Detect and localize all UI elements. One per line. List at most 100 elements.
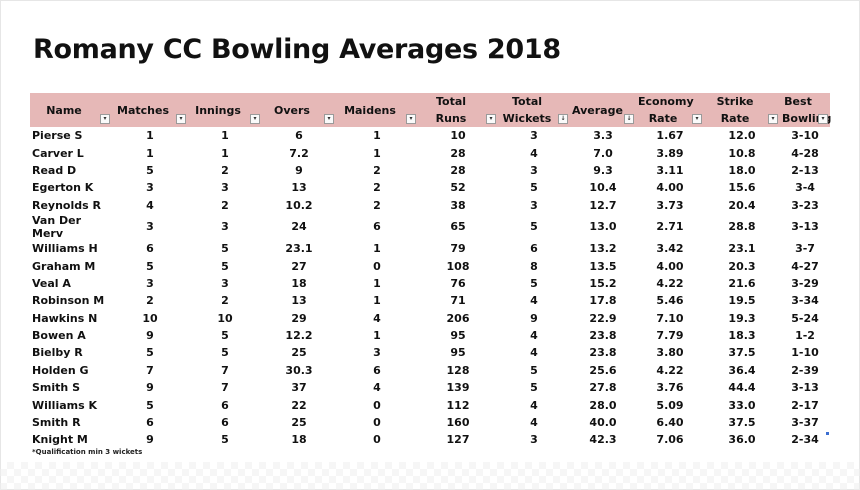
filter-dropdown-icon[interactable]: ↓ <box>558 114 568 124</box>
table-cell: 22 <box>291 398 307 412</box>
table-cell: 3.80 <box>656 346 684 360</box>
page-title: Romany CC Bowling Averages 2018 <box>33 34 561 65</box>
table-cell: 95 <box>450 329 466 343</box>
table-cell: 1 <box>146 129 154 143</box>
table-cell: Bielby R <box>32 346 83 360</box>
table-cell: 3.76 <box>656 381 684 395</box>
header-row: Name ▾ Matches ▾ Innings ▾ Overs ▾ Maidens ▾ Total… <box>30 93 831 127</box>
table-cell: 1.67 <box>656 129 684 143</box>
table-cell: 18.0 <box>728 163 756 177</box>
table-cell: 4.22 <box>656 363 684 377</box>
column-header-label: Total Runs <box>435 95 467 125</box>
filter-dropdown-icon[interactable]: ▾ <box>100 114 110 124</box>
table-cell: Van Der Merv <box>32 213 82 240</box>
filter-dropdown-icon[interactable]: ▾ <box>324 114 334 124</box>
table-cell: 5 <box>530 276 538 290</box>
table-cell: 7 <box>221 363 229 377</box>
table-cell: 6 <box>530 242 538 256</box>
table-row: Van Der Merv 3 3 24 6 65 5 13.0 2.71 28.8 3-13 <box>30 214 830 240</box>
table-cell: 10 <box>450 129 466 143</box>
table-cell: 4-28 <box>791 146 819 160</box>
table-cell: 5 <box>146 346 154 360</box>
selection-handle <box>826 432 829 435</box>
table-cell: 1 <box>221 146 229 160</box>
table-cell: Smith R <box>32 416 81 430</box>
table-cell: 3 <box>530 129 538 143</box>
table-cell: 20.3 <box>728 259 756 273</box>
table-cell: 18.3 <box>728 329 756 343</box>
table-cell: 3-10 <box>791 129 819 143</box>
column-header-average: Average ↓ <box>570 93 636 127</box>
table-cell: 33.0 <box>728 398 756 412</box>
filter-dropdown-icon[interactable]: ▾ <box>818 114 828 124</box>
table-cell: 6 <box>295 129 303 143</box>
table-row: Pierse S 1 1 6 1 10 3 3.3 1.67 12.0 3-10 <box>30 127 830 144</box>
table-cell: 25.6 <box>589 363 617 377</box>
column-header-best-bowling: Best Bowling ▾ <box>780 93 831 127</box>
table-cell: 6 <box>221 398 229 412</box>
filter-dropdown-icon[interactable]: ↓ <box>624 114 634 124</box>
table-cell: 5 <box>146 398 154 412</box>
table-cell: 3 <box>221 220 229 234</box>
table-cell: 3.42 <box>656 242 684 256</box>
column-header-strike-rate: Strike Rate ▾ <box>704 93 780 127</box>
table-cell: 3-34 <box>791 294 819 308</box>
filter-dropdown-icon[interactable]: ▾ <box>250 114 260 124</box>
table-cell: 4 <box>530 416 538 430</box>
table-row: Read D 5 2 9 2 28 3 9.3 3.11 18.0 2-13 <box>30 162 830 179</box>
table-row: Knight M 9 5 18 0 127 3 42.3 7.06 36.0 2-34 <box>30 431 830 448</box>
table-cell: 21.6 <box>728 276 756 290</box>
column-header-label: Strike Rate <box>716 95 754 125</box>
table-cell: 3.11 <box>656 163 684 177</box>
table-cell: 3 <box>146 181 154 195</box>
table-cell: 3 <box>373 346 381 360</box>
table-cell: Holden G <box>32 363 89 377</box>
table-cell: 28.8 <box>728 220 756 234</box>
table-cell: 3.89 <box>656 146 684 160</box>
table-cell: 3 <box>530 433 538 447</box>
table-cell: 5 <box>530 381 538 395</box>
table-cell: 2 <box>221 294 229 308</box>
column-header-matches: Matches ▾ <box>112 93 188 127</box>
table-cell: 4 <box>530 329 538 343</box>
table-cell: 13.5 <box>589 259 617 273</box>
column-header-overs: Overs ▾ <box>262 93 336 127</box>
table-cell: 1 <box>373 329 381 343</box>
table-cell: 23.8 <box>589 346 617 360</box>
table-cell: 20.4 <box>728 198 756 212</box>
table-cell: Hawkins N <box>32 311 98 325</box>
table-cell: 1 <box>373 146 381 160</box>
filter-dropdown-icon[interactable]: ▾ <box>692 114 702 124</box>
table-cell: 4-27 <box>791 259 819 273</box>
column-header-total-wickets: Total Wickets ↓ <box>498 93 570 127</box>
filter-dropdown-icon[interactable]: ▾ <box>176 114 186 124</box>
table-cell: 0 <box>373 259 381 273</box>
table-cell: 5 <box>221 242 229 256</box>
column-header-label: Innings <box>195 103 241 117</box>
table-cell: Smith S <box>32 381 80 395</box>
table-cell: 3 <box>530 198 538 212</box>
table-cell: 6 <box>373 363 381 377</box>
column-header-innings: Innings ▾ <box>188 93 262 127</box>
column-header-name: Name ▾ <box>30 93 112 127</box>
filter-dropdown-icon[interactable]: ▾ <box>406 114 416 124</box>
table-row: Carver L 1 1 7.2 1 28 4 7.0 3.89 10.8 4-28 <box>30 144 830 161</box>
table-cell: 3.3 <box>593 129 613 143</box>
filter-dropdown-icon[interactable]: ▾ <box>486 114 496 124</box>
table-cell: 23.1 <box>285 242 313 256</box>
table-row: Bielby R 5 5 25 3 95 4 23.8 3.80 37.5 1-10 <box>30 344 830 361</box>
table-cell: 4 <box>530 398 538 412</box>
table-cell: 15.2 <box>589 276 617 290</box>
table-cell: 3-37 <box>791 416 819 430</box>
table-cell: Knight M <box>32 433 88 447</box>
column-header-label: Overs <box>274 103 310 117</box>
table-cell: 2 <box>221 163 229 177</box>
table-cell: 5-24 <box>791 311 819 325</box>
table-cell: 44.4 <box>728 381 756 395</box>
table-row: Williams K 5 6 22 0 112 4 28.0 5.09 33.0 2-17 <box>30 396 830 413</box>
filter-dropdown-icon[interactable]: ▾ <box>768 114 778 124</box>
table-cell: 12.2 <box>285 329 313 343</box>
table-cell: Williams K <box>32 398 98 412</box>
table-cell: 1 <box>373 294 381 308</box>
